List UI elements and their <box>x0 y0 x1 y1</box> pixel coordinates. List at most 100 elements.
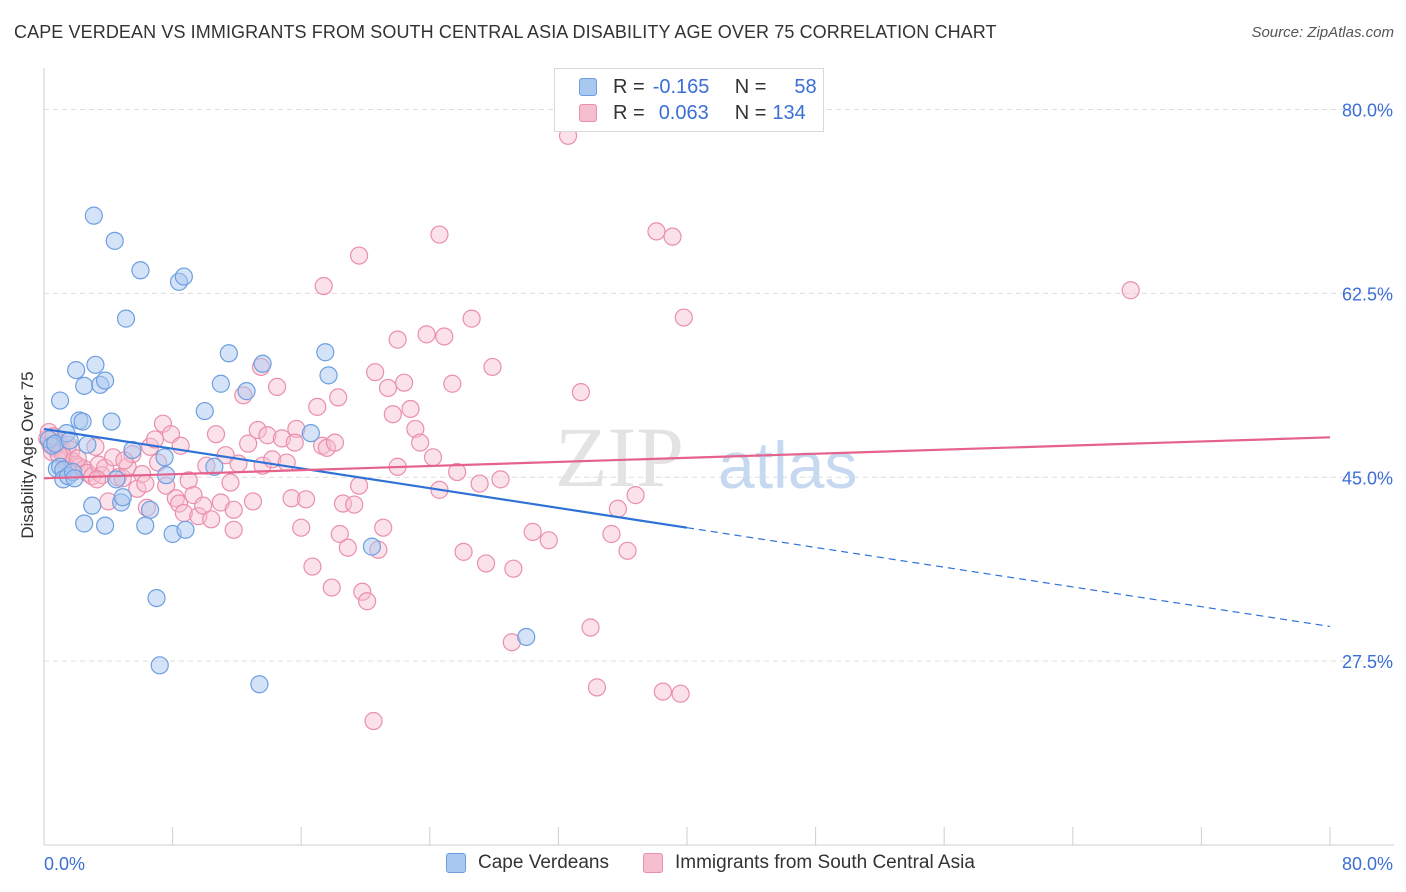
point-south-central-asia <box>671 684 690 703</box>
point-south-central-asia <box>430 225 449 244</box>
point-cape-verdean <box>219 344 238 363</box>
pink-swatch <box>643 853 663 873</box>
grid-lines <box>44 109 1394 662</box>
watermark-atlas: atlas <box>718 428 857 502</box>
point-south-central-asia <box>523 522 542 541</box>
trend-lines <box>43 427 1331 628</box>
point-south-central-asia <box>277 453 296 472</box>
point-cape-verdean <box>105 231 124 250</box>
point-south-central-asia <box>470 474 489 493</box>
point-south-central-asia <box>454 542 473 561</box>
point-cape-verdean <box>250 675 269 694</box>
point-south-central-asia <box>435 327 454 346</box>
point-cape-verdean <box>95 371 115 390</box>
point-cape-verdean <box>75 514 94 533</box>
point-cape-verdean <box>362 537 382 556</box>
legend-label: Immigrants from South Central Asia <box>675 852 975 873</box>
point-south-central-asia <box>647 222 666 241</box>
point-cape-verdean <box>147 588 166 608</box>
point-south-central-asia <box>394 373 414 392</box>
tick-labels: 27.5% 45.0% 62.5% 80.0% 0.0% 80.0% <box>44 101 1393 874</box>
point-south-central-asia <box>166 489 185 508</box>
point-south-central-asia <box>248 420 267 440</box>
n-label: N = <box>734 101 767 124</box>
point-south-central-asia <box>285 433 304 452</box>
point-south-central-asia <box>618 541 637 560</box>
point-cape-verdean <box>136 516 155 535</box>
point-south-central-asia <box>406 419 425 439</box>
point-cape-verdean <box>176 520 195 539</box>
x-tick-label: 80.0% <box>1342 854 1393 874</box>
point-south-central-asia <box>145 430 165 449</box>
watermark-zip: ZIP <box>555 409 684 505</box>
point-south-central-asia <box>325 433 345 452</box>
blue-swatch <box>579 78 597 96</box>
r-label: R = <box>613 101 645 124</box>
point-south-central-asia <box>448 462 467 482</box>
point-south-central-asia <box>267 377 287 397</box>
point-south-central-asia <box>571 383 591 402</box>
point-cape-verdean <box>67 360 86 380</box>
pink-swatch <box>579 104 597 122</box>
point-south-central-asia <box>411 433 430 452</box>
r-label: R = <box>613 75 645 98</box>
point-cape-verdean <box>113 488 132 507</box>
point-cape-verdean <box>237 382 256 401</box>
y-tick-label: 62.5% <box>1342 284 1393 304</box>
point-cape-verdean <box>78 435 97 454</box>
point-south-central-asia <box>87 470 107 489</box>
point-cape-verdean <box>211 374 230 393</box>
y-tick-label: 80.0% <box>1342 101 1393 121</box>
point-south-central-asia <box>364 711 383 731</box>
trend-cape-verdean-dashed <box>686 527 1331 628</box>
legend-label: Cape Verdeans <box>478 852 609 873</box>
y-tick-label: 27.5% <box>1342 652 1393 672</box>
point-south-central-asia <box>292 518 311 537</box>
point-south-central-asia <box>443 374 462 393</box>
point-cape-verdean <box>102 412 121 431</box>
point-cape-verdean <box>83 496 102 515</box>
point-south-central-asia <box>663 227 682 246</box>
n-label: N = <box>734 75 767 98</box>
point-cape-verdean <box>131 261 150 280</box>
point-cape-verdean <box>205 457 224 476</box>
point-cape-verdean <box>50 391 70 410</box>
point-south-central-asia <box>345 495 364 514</box>
point-south-central-asia <box>374 518 393 537</box>
point-south-central-asia <box>308 397 327 416</box>
point-south-central-asia <box>349 246 369 265</box>
point-cape-verdean <box>517 627 536 647</box>
point-cape-verdean <box>253 354 272 373</box>
point-south-central-asia <box>258 426 277 445</box>
point-south-central-asia <box>282 489 301 508</box>
point-south-central-asia <box>239 434 258 453</box>
point-south-central-asia <box>1121 281 1140 300</box>
point-south-central-asia <box>322 578 341 597</box>
legend-item-cape-verdeans: Cape Verdeans <box>446 852 609 874</box>
point-south-central-asia <box>539 531 558 550</box>
point-south-central-asia <box>224 500 243 519</box>
trend-cape-verdean-solid <box>43 427 688 529</box>
point-south-central-asia <box>338 538 357 557</box>
point-south-central-asia <box>504 559 523 578</box>
blue-series-points <box>39 206 536 694</box>
point-south-central-asia <box>296 490 316 509</box>
point-south-central-asia <box>383 405 402 424</box>
y-tick-label: 45.0% <box>1342 468 1393 488</box>
source-label: Source: ZipAtlas.com <box>1251 24 1394 41</box>
point-south-central-asia <box>330 524 349 544</box>
point-cape-verdean <box>84 206 103 225</box>
chart-title: CAPE VERDEAN VS IMMIGRANTS FROM SOUTH CE… <box>14 22 997 42</box>
point-south-central-asia <box>491 470 510 489</box>
point-cape-verdean <box>301 424 320 443</box>
stats-legend: R = -0.165 N = 58 R = 0.063 N = 134 <box>554 68 824 132</box>
point-south-central-asia <box>366 363 385 382</box>
point-south-central-asia <box>587 678 607 697</box>
point-south-central-asia <box>349 476 369 495</box>
point-south-central-asia <box>243 492 263 511</box>
point-south-central-asia <box>378 378 398 398</box>
x-tick-label: 0.0% <box>44 854 85 874</box>
point-south-central-asia <box>136 474 155 493</box>
point-south-central-asia <box>358 592 377 611</box>
blue-swatch <box>446 853 466 873</box>
